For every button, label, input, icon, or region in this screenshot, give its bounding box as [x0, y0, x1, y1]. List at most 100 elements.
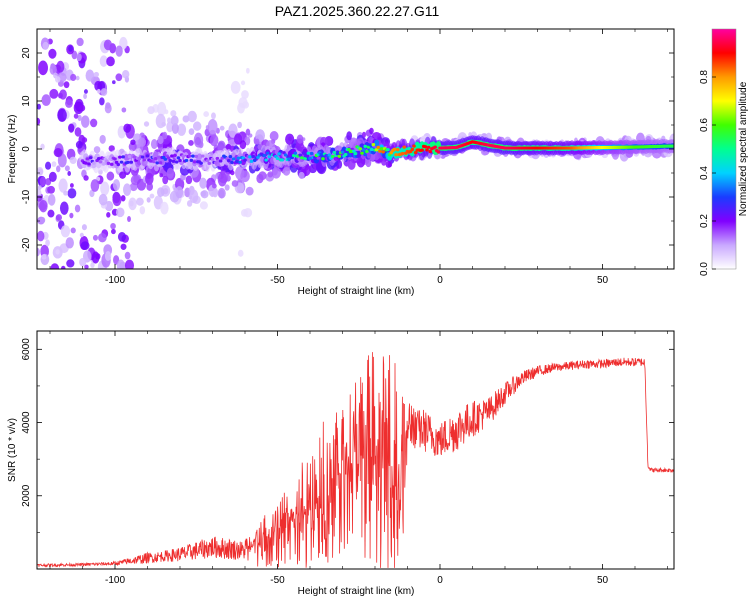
ridge-core — [394, 153, 398, 157]
spectrogram-blob — [119, 171, 127, 179]
y-tick-label: 6000 — [21, 338, 32, 361]
ridge-core — [194, 154, 199, 158]
spectrogram-blob — [150, 138, 158, 150]
spectrogram-blob — [79, 232, 84, 238]
spectrogram-blob — [47, 185, 55, 194]
spectrogram-blob — [231, 180, 239, 187]
spectrogram-blob — [115, 207, 125, 218]
spectrogram-blob — [60, 265, 66, 269]
spectrogram-blob — [68, 123, 75, 133]
spectrogram-blob — [369, 127, 374, 135]
spectrogram-blob — [346, 131, 353, 141]
spectrogram-blob — [298, 171, 305, 180]
spectrogram-blob — [211, 112, 216, 120]
ridge-core — [153, 156, 158, 161]
spectrogram-blob — [110, 222, 116, 230]
figure-title: PAZ1.2025.360.22.27.G11 — [275, 3, 440, 19]
spectrogram-blob — [241, 90, 249, 99]
ridge-core — [226, 158, 231, 163]
x-tick-label: 50 — [597, 275, 609, 286]
spectrogram-blob — [237, 102, 245, 114]
spectrogram-blob — [73, 113, 79, 119]
spectrogram-blob — [271, 167, 281, 179]
ridge-core — [304, 154, 309, 158]
y-tick-label: 4000 — [21, 411, 32, 434]
spectrogram-blob — [92, 234, 98, 241]
ridge-core — [293, 151, 298, 155]
spectrogram-blob — [217, 172, 227, 187]
ridge-core — [181, 154, 186, 158]
spectrogram-blob — [50, 263, 60, 269]
ridge-core — [277, 152, 281, 156]
colorbar: 0.0 0.2 0.4 0.6 0.8 Normalized spectral ampl… — [699, 28, 749, 276]
spectrogram-blob — [37, 117, 41, 126]
x-tick-label: -50 — [270, 275, 285, 286]
ridge-core — [395, 148, 400, 152]
ridge-core — [308, 156, 312, 160]
ridge-core — [238, 160, 242, 164]
spectrogram-blob — [40, 143, 45, 150]
spectrogram-blob — [128, 197, 137, 211]
spectrogram-blob — [63, 190, 69, 196]
x-tick-label: -100 — [105, 275, 125, 286]
spectrogram-blob — [70, 73, 77, 82]
ridge-core — [205, 159, 210, 163]
colorbar-gradient — [712, 29, 736, 269]
spectrogram-blob — [69, 212, 74, 219]
spectrogram-blob — [51, 161, 57, 167]
spectrogram-blob — [38, 60, 48, 76]
ridge-core — [413, 151, 418, 155]
spectrogram-blob — [104, 251, 112, 261]
ridge-core — [166, 156, 171, 160]
spectrogram-blob — [127, 215, 131, 222]
ridge-core — [83, 161, 88, 165]
spectrogram-blob — [106, 171, 115, 181]
spectrogram-blob — [237, 121, 242, 129]
spectrogram-blob — [267, 171, 274, 178]
spectrogram-blob — [57, 153, 67, 168]
spectrogram-blob — [119, 36, 128, 50]
spectrogram-blob — [49, 64, 57, 75]
ridge-core — [251, 154, 255, 159]
colorbar-frame — [711, 28, 737, 270]
spectrogram-ridge — [79, 135, 674, 174]
ridge-core — [249, 159, 254, 163]
spectrogram-blob — [166, 167, 174, 179]
spectrogram-blob — [41, 254, 47, 260]
ridge-core — [392, 147, 397, 151]
spectrogram-blob — [56, 165, 61, 173]
ridge-core — [264, 158, 268, 162]
ridge-core — [187, 154, 192, 158]
spectrogram-blob — [74, 204, 81, 213]
spectrogram-blob — [112, 80, 116, 85]
ridge-core — [132, 155, 137, 159]
spectrogram-blob — [48, 171, 57, 183]
ridge-core — [420, 148, 424, 152]
spectrogram-blob — [106, 56, 115, 67]
spectrogram-blob — [83, 175, 89, 181]
ridge-core — [184, 158, 189, 163]
spectrogram-blob — [69, 156, 77, 164]
spectrogram-blob — [170, 115, 179, 126]
spectrogram-blob — [136, 197, 144, 206]
x-tick-label: -100 — [105, 575, 125, 586]
spectrogram-blob — [171, 123, 179, 134]
spectrogram-blob — [37, 185, 42, 190]
ridge-core — [340, 150, 345, 154]
spectrogram-blob — [187, 110, 197, 123]
spectrogram-blob — [245, 186, 254, 196]
ridge-core — [174, 160, 179, 164]
ridge-core — [369, 147, 374, 152]
spectrogram-blob — [239, 140, 247, 150]
ridge-core — [379, 147, 384, 151]
spectrogram-blob — [65, 237, 74, 249]
ridge-core — [189, 158, 194, 162]
spectrogram-blob — [173, 187, 178, 193]
ridge-core — [287, 157, 291, 161]
ridge-core — [412, 144, 416, 148]
ridge-core — [109, 162, 114, 166]
spectrogram-blob — [115, 73, 123, 82]
ridge-core — [163, 157, 168, 161]
